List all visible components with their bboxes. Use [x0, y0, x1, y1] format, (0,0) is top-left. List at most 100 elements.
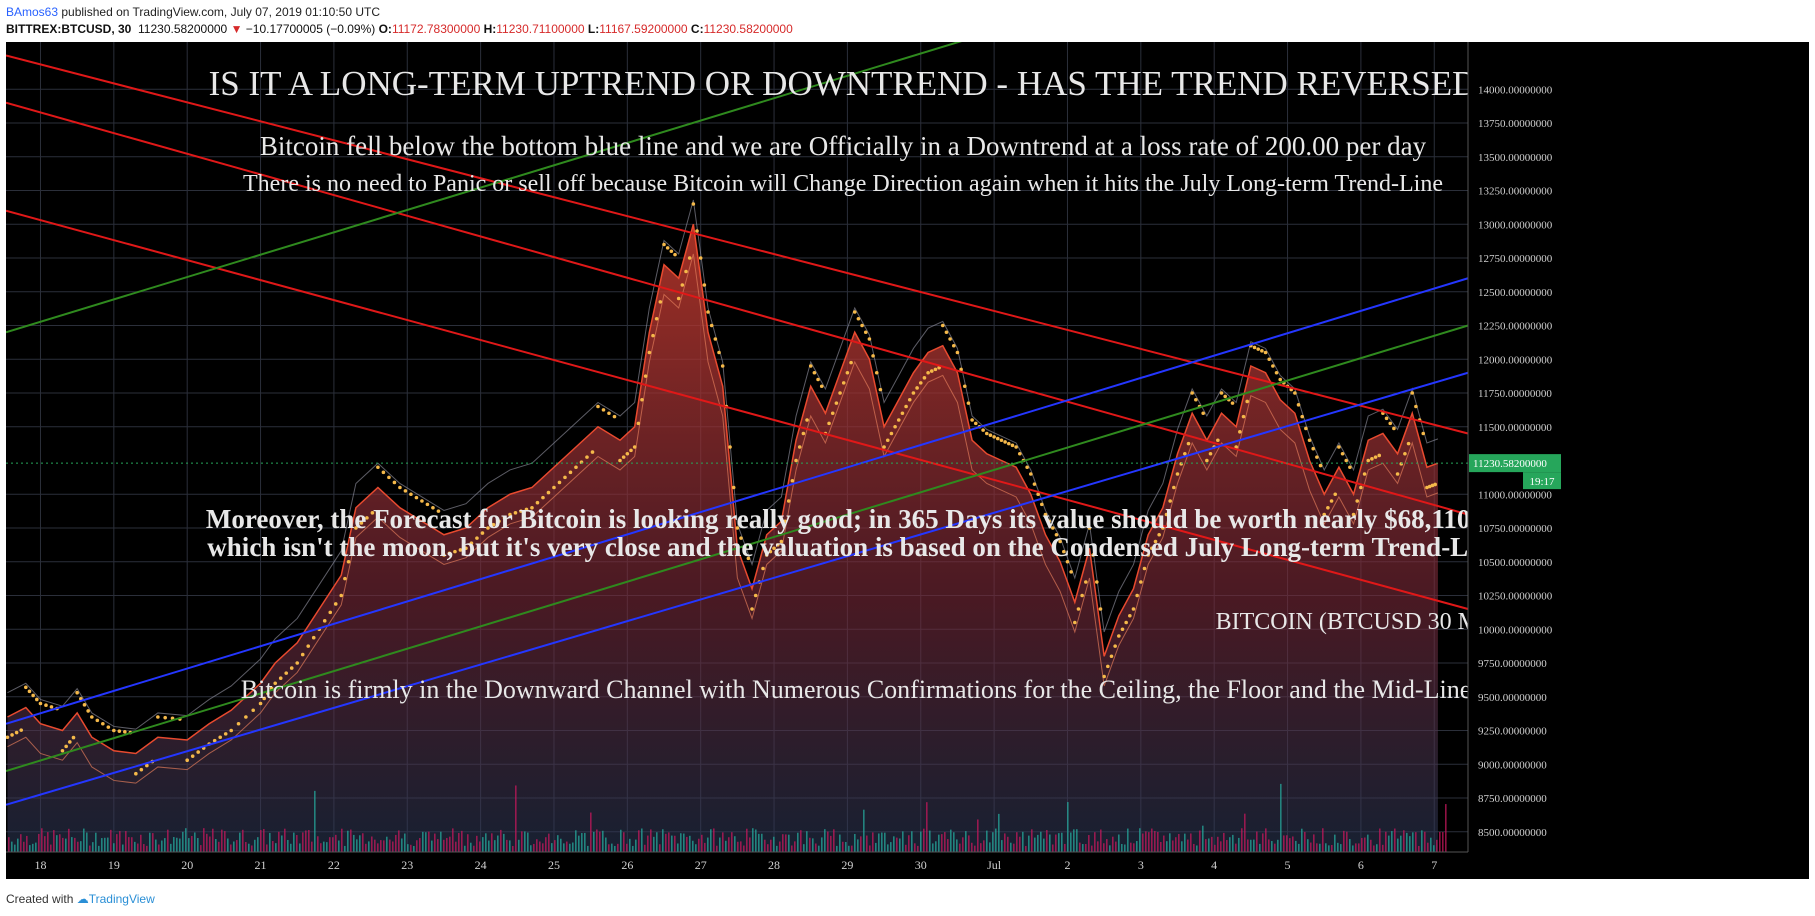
volume-bar: [1397, 838, 1399, 852]
volume-bar: [1199, 830, 1201, 852]
price-tick-label: 9500.00000000: [1478, 692, 1547, 704]
price-tick-label: 11000.00000000: [1478, 489, 1552, 501]
volume-bar: [71, 837, 73, 852]
volume-bar: [293, 832, 295, 852]
volume-bar: [74, 837, 76, 852]
sar-dot: [1091, 553, 1095, 557]
sar-dot: [1062, 549, 1066, 554]
volume-bar: [152, 833, 154, 852]
sar-dot: [1315, 455, 1319, 459]
volume-bar: [680, 833, 682, 852]
volume-bar: [1325, 843, 1327, 852]
publisher-username[interactable]: BAmos63: [6, 5, 59, 19]
sar-dot: [1425, 485, 1429, 490]
volume-bar: [1340, 844, 1342, 852]
tradingview-logo-icon[interactable]: ☁: [76, 892, 89, 906]
volume-bar: [533, 843, 535, 852]
volume-bar: [998, 813, 1000, 852]
volume-bar: [23, 841, 25, 852]
sar-dot: [1238, 430, 1242, 434]
sar-dot: [513, 511, 518, 515]
volume-bar: [173, 837, 175, 852]
volume-bar: [242, 829, 244, 852]
volume-bar: [119, 831, 121, 852]
sar-dot: [1028, 472, 1033, 476]
volume-bar: [803, 844, 805, 852]
volume-bar: [278, 831, 280, 852]
volume-bar: [1112, 836, 1114, 852]
volume-bar: [857, 839, 859, 852]
volume-bar: [404, 833, 406, 852]
sar-dot: [1399, 462, 1404, 466]
price-chart[interactable]: IS IT A LONG-TERM UPTREND OR DOWNTREND -…: [5, 0, 1809, 879]
volume-bar: [476, 835, 478, 852]
volume-bar: [818, 845, 820, 852]
volume-bar: [1232, 834, 1234, 852]
volume-bar: [839, 834, 841, 852]
volume-bar: [683, 833, 685, 852]
volume-bar: [38, 833, 40, 852]
sar-dot: [546, 490, 551, 495]
volume-bar: [1316, 843, 1318, 852]
sar-dot: [658, 300, 663, 304]
volume-bar: [101, 838, 103, 852]
volume-bar: [923, 828, 925, 852]
volume-bar: [365, 843, 367, 852]
volume-bar: [158, 844, 160, 852]
sar-dot: [625, 451, 630, 456]
volume-bar: [1346, 831, 1348, 852]
sar-dot: [794, 458, 798, 463]
volume-bar: [962, 837, 964, 852]
sar-dot: [1153, 539, 1158, 544]
sar-dot: [940, 323, 945, 328]
sar-dot: [728, 445, 732, 449]
volume-bar: [1013, 843, 1015, 852]
volume-bar: [524, 831, 526, 852]
sar-dot: [1344, 458, 1349, 463]
volume-bar: [1121, 843, 1123, 852]
sar-dot: [779, 539, 784, 544]
chart-panel[interactable]: IS IT A LONG-TERM UPTREND OR DOWNTREND -…: [5, 0, 1809, 879]
volume-bar: [362, 833, 364, 852]
bollinger-upper: [7, 199, 1439, 730]
high-label: H:: [483, 22, 497, 36]
open-label: O:: [378, 22, 392, 36]
volume-bar: [281, 835, 283, 852]
volume-bar: [890, 842, 892, 852]
volume-bar: [1376, 844, 1378, 852]
volume-bar: [335, 834, 337, 852]
sar-dot: [350, 543, 355, 547]
volume-bar: [437, 839, 439, 852]
volume-bar: [467, 834, 469, 852]
volume-bar: [785, 834, 787, 852]
tradingview-brand[interactable]: TradingView: [88, 892, 155, 906]
low-value: 11167.59200000: [599, 22, 688, 36]
sar-dot: [812, 370, 817, 375]
sar-dot: [1076, 607, 1081, 611]
sar-dot: [819, 384, 824, 389]
volume-bar: [1259, 843, 1261, 852]
volume-bar: [332, 837, 334, 852]
volume-bar: [563, 843, 565, 852]
sar-dot: [190, 754, 195, 758]
symbol-label: BITTREX:BTCUSD, 30: [6, 22, 132, 36]
sar-dot: [64, 744, 68, 749]
sar-dot: [295, 661, 300, 665]
sar-dot: [764, 553, 769, 557]
volume-bar: [938, 834, 940, 852]
volume-bar: [692, 840, 694, 852]
sar-dot: [1318, 463, 1323, 468]
trend-line: [5, 324, 1469, 772]
volume-bar: [92, 842, 94, 852]
price-tick-label: 9750.00000000: [1478, 658, 1547, 670]
volume-bar: [215, 838, 217, 852]
volume-bar: [689, 835, 691, 852]
sar-dot: [1150, 546, 1154, 551]
volume-bar: [827, 831, 829, 852]
sar-dot: [1124, 620, 1128, 625]
volume-bar: [440, 831, 442, 852]
time-axis[interactable]: 18 19 20 21 22 23 24 25 26 27 28 29 30 Jul 2 3 4 5 6 7: [6, 851, 1809, 879]
sar-dot: [1201, 411, 1205, 416]
sar-dot: [343, 576, 347, 581]
sar-dot: [223, 732, 228, 736]
